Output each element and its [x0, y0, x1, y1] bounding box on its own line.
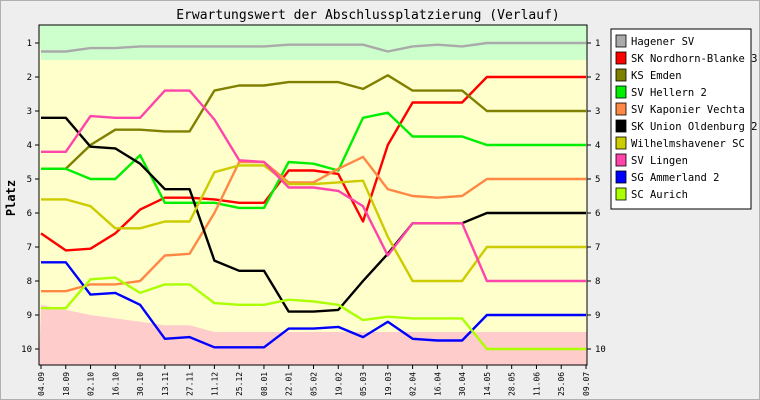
x-tick-label: 19.03: [384, 372, 393, 396]
legend-label: SC Aurich: [631, 189, 688, 201]
x-tick-label: 05.02: [310, 372, 319, 396]
y-tick-label-right: 7: [595, 243, 600, 253]
series-layer: [40, 41, 586, 351]
legend-swatch: [615, 51, 627, 65]
y-tick-label: 3: [27, 107, 32, 117]
x-tick-label: 28.05: [508, 372, 517, 396]
axes-layer: 1 1 2 2 3 3 4 4 5 5 6 6 7 7 8 8 9 9 10 10 04.09 18.09 02.10 16.…: [21, 24, 606, 396]
series-line-3: [41, 74, 586, 171]
series-line-2: [40, 75, 586, 252]
series-line-4: [41, 111, 586, 210]
series-line-5: [41, 155, 586, 293]
x-tick-label: 04.09: [37, 372, 46, 396]
x-tick-label: 16.04: [433, 372, 442, 396]
y-tick-label: 4: [27, 141, 32, 151]
x-tick-label: 02.04: [409, 372, 418, 396]
x-tick-label: 27.11: [186, 372, 195, 396]
series-line-8: [41, 89, 586, 283]
y-tick-label-right: 10: [595, 345, 606, 355]
series-line-7: [41, 164, 586, 283]
chart-title: Erwartungswert der Abschlussplatzierung …: [176, 8, 560, 23]
legend-label: SK Union Oldenburg 2: [631, 121, 757, 133]
y-tick-label: 6: [27, 209, 32, 219]
y-tick-label: 8: [27, 277, 32, 287]
legend-label: SV Lingen: [631, 155, 688, 167]
x-tick-label: 05.03: [359, 372, 368, 396]
x-tick-label: 18.09: [62, 372, 71, 396]
y-tick-label: 9: [27, 311, 32, 321]
legend-label: SV Kaponier Vechta: [631, 104, 745, 116]
y-tick-label-right: 3: [595, 107, 600, 117]
legend-swatch: [615, 187, 627, 201]
y-tick-label: 1: [27, 39, 32, 49]
legend-swatch: [615, 170, 627, 184]
x-tick-label: 19.02: [334, 372, 343, 396]
top-zone: [39, 25, 587, 60]
legend-box: [610, 28, 752, 210]
legend-label: Wilhelmshavener SC: [631, 138, 745, 150]
series-line-6: [41, 116, 586, 313]
legend-swatch: [615, 102, 627, 116]
legend-label: SK Nordhorn-Blanke 3: [631, 53, 757, 65]
legend-swatch: [615, 34, 627, 48]
x-tick-label: 08.01: [260, 372, 269, 396]
legend-label: KS Emden: [631, 70, 682, 82]
legend-swatch: [615, 136, 627, 150]
x-tick-label: 22.01: [285, 372, 294, 396]
x-tick-label: 02.10: [87, 372, 96, 396]
x-tick-label: 30.10: [136, 372, 145, 396]
legend-swatch: [615, 85, 627, 99]
y-tick-label-right: 9: [595, 311, 600, 321]
series-line-1: [41, 41, 586, 53]
series-line-10: [41, 276, 586, 351]
y-tick-label-right: 2: [595, 73, 600, 83]
y-tick-label: 10: [21, 345, 32, 355]
x-tick-label: 14.05: [483, 372, 492, 396]
y-tick-label-right: 1: [595, 39, 600, 49]
legend-label: Hagener SV: [631, 36, 695, 48]
series-line-9: [41, 261, 586, 349]
y-tick-label: 5: [27, 175, 32, 185]
legend-swatch: [615, 68, 627, 82]
legend-swatch: [615, 153, 627, 167]
y-tick-label-right: 5: [595, 175, 600, 185]
x-tick-label: 11.12: [210, 372, 219, 396]
y-tick-label-right: 8: [595, 277, 600, 287]
y-axis-label: Platz: [4, 180, 18, 216]
legend: Hagener SV SK Nordhorn-Blanke 3 KS Emden SV…: [610, 28, 757, 210]
legend-label: SG Ammerland 2: [631, 172, 720, 184]
x-tick-label: 25.12: [235, 372, 244, 396]
y-tick-label: 2: [27, 73, 32, 83]
x-tick-label: 13.11: [161, 372, 170, 396]
y-tick-label: 7: [27, 243, 32, 253]
x-tick-label: 16.10: [111, 372, 120, 396]
legend-swatch: [615, 119, 627, 133]
bottom-zone: [39, 304, 587, 365]
x-tick-label: 30.04: [458, 372, 467, 396]
legend-label: SV Hellern 2: [631, 87, 707, 99]
x-tick-label: 11.06: [532, 372, 541, 396]
x-tick-label: 09.07: [582, 372, 591, 396]
x-tick-label: 25.06: [557, 372, 566, 396]
y-tick-label-right: 4: [595, 141, 600, 151]
y-tick-label-right: 6: [595, 209, 600, 219]
